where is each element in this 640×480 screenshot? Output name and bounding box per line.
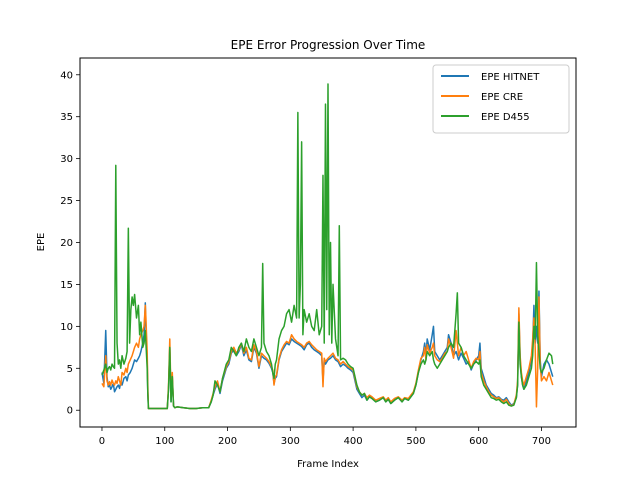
y-tick-label: 15	[60, 280, 73, 291]
series-line-3	[101, 83, 554, 410]
y-tick-label: 10	[60, 322, 73, 333]
y-tick-label: 5	[67, 364, 73, 375]
x-tick-label: 600	[469, 436, 488, 447]
x-axis-ticks: 0 100 200 300 400 500 600 700	[99, 427, 551, 447]
chart-title: EPE Error Progression Over Time	[231, 38, 426, 52]
legend: EPE HITNET EPE CRE EPE D455	[432, 64, 570, 134]
y-axis-label: EPE	[36, 233, 47, 252]
x-tick-label: 200	[218, 436, 237, 447]
y-tick-label: 30	[60, 154, 73, 165]
y-tick-label: 0	[67, 406, 73, 417]
x-tick-label: 0	[99, 436, 105, 447]
x-tick-label: 500	[406, 436, 425, 447]
x-axis-label: Frame Index	[297, 459, 359, 470]
legend-label: EPE CRE	[481, 92, 523, 103]
x-tick-label: 300	[281, 436, 300, 447]
legend-label: EPE D455	[481, 112, 530, 123]
y-tick-label: 35	[60, 112, 73, 123]
y-axis-ticks: 0 5 10 15 20 25 30 35 40	[60, 70, 80, 417]
legend-label: EPE HITNET	[481, 72, 540, 83]
series-layer	[101, 83, 554, 410]
x-tick-label: 700	[532, 436, 551, 447]
x-tick-label: 100	[155, 436, 174, 447]
x-tick-label: 400	[344, 436, 363, 447]
y-tick-label: 20	[60, 238, 73, 249]
y-tick-label: 25	[60, 196, 73, 207]
y-tick-label: 40	[60, 70, 73, 81]
